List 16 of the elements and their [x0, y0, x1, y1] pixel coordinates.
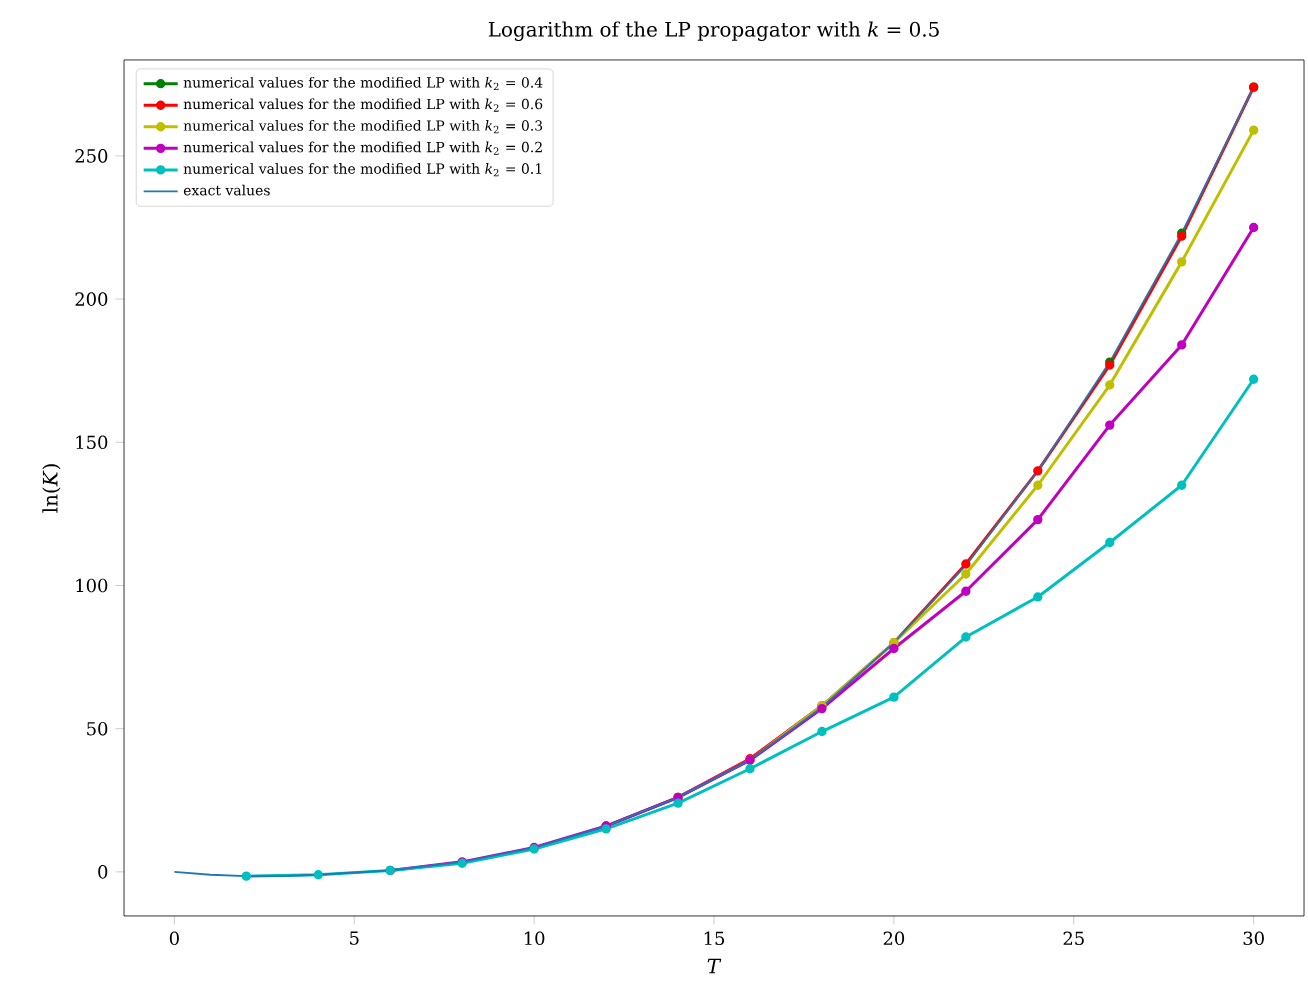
- x-tick-label: 30: [1243, 931, 1264, 946]
- x-tick-label: 5: [350, 931, 359, 945]
- x-tick-label: 25: [1063, 931, 1084, 946]
- y-axis-title: ln(K): [42, 464, 61, 513]
- x-tick-label: 0: [169, 931, 179, 946]
- y-tick-label: 150: [76, 435, 108, 450]
- x-axis-title: T: [707, 958, 722, 974]
- chart-title: Logarithm of the LP propagator with k = 0.5: [488, 21, 939, 41]
- x-tick-label: 10: [524, 931, 545, 946]
- y-tick-label: 250: [75, 149, 108, 163]
- y-tick-label: 100: [76, 578, 108, 593]
- y-tick-label: 200: [75, 292, 108, 306]
- x-tick-label: 20: [883, 931, 905, 946]
- y-tick-label: 50: [87, 721, 108, 736]
- y-tick-label: 0: [98, 865, 108, 879]
- x-tick-label: 15: [704, 931, 725, 946]
